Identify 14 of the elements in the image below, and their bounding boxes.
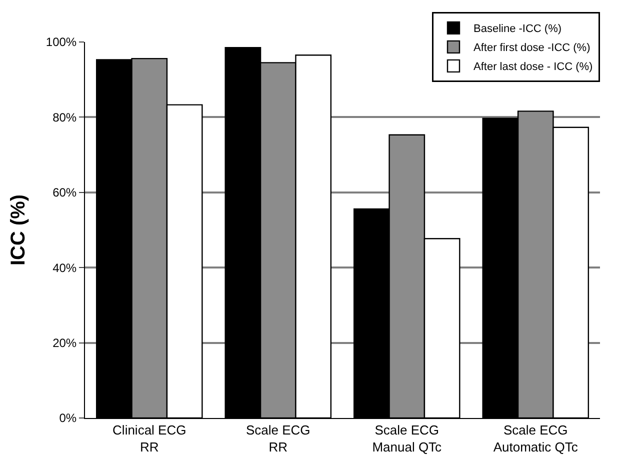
y-tick-label: 60% xyxy=(52,186,77,200)
y-tick-label: 40% xyxy=(52,260,77,275)
legend-label: Baseline -ICC (%) xyxy=(474,23,562,36)
x-tick-label: Scale ECG Automatic QTc xyxy=(493,422,578,454)
legend-label: After first dose -ICC (%) xyxy=(474,42,590,54)
legend-label: After last dose - ICC (%) xyxy=(474,61,593,74)
y-tick-label: 20% xyxy=(52,336,77,350)
x-tick-label: Scale ECG Manual QTc xyxy=(372,422,442,454)
y-axis-title: ICC (%) xyxy=(7,194,30,266)
x-tick-label: Clinical ECG RR xyxy=(112,422,186,454)
y-tick-label: 0% xyxy=(59,411,77,426)
y-tick-label: 100% xyxy=(46,35,77,50)
x-tick-label: Scale ECG RR xyxy=(246,422,310,454)
y-tick-label: 80% xyxy=(52,110,77,124)
